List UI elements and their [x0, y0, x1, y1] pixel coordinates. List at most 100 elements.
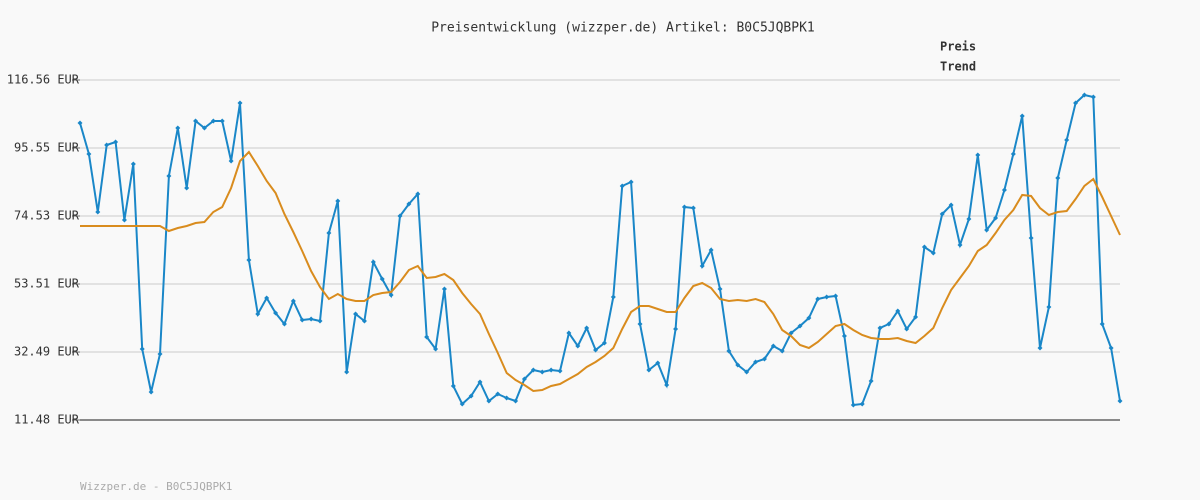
point-marker: [921, 244, 927, 250]
point-marker: [913, 314, 919, 320]
point-marker: [681, 204, 687, 210]
point-marker: [975, 152, 981, 158]
point-marker: [175, 125, 181, 131]
point-marker: [184, 185, 190, 191]
point-marker: [468, 393, 474, 399]
point-marker: [335, 198, 341, 204]
point-marker: [361, 318, 367, 324]
point-marker: [264, 295, 270, 301]
point-marker: [539, 369, 545, 375]
point-marker: [993, 215, 999, 221]
point-marker: [575, 343, 581, 349]
point-marker: [1046, 304, 1052, 310]
point-marker: [441, 286, 447, 292]
point-marker: [699, 263, 705, 269]
point-marker: [859, 401, 865, 407]
point-marker: [593, 347, 599, 353]
point-marker: [646, 367, 652, 373]
point-marker: [459, 401, 465, 407]
point-marker: [948, 202, 954, 208]
point-marker: [806, 315, 812, 321]
point-marker: [1001, 187, 1007, 193]
point-marker: [939, 211, 945, 217]
point-marker: [406, 201, 412, 207]
point-marker: [850, 402, 856, 408]
point-marker: [353, 311, 359, 317]
legend-entry: Preis: [940, 40, 976, 54]
point-marker: [815, 296, 821, 302]
point-marker: [237, 100, 243, 106]
footer: Wizzper.de - B0C5JQBPK1: [80, 480, 232, 493]
point-marker: [753, 359, 759, 365]
point-marker: [450, 383, 456, 389]
point-marker: [219, 118, 225, 124]
point-marker: [299, 317, 305, 323]
point-marker: [584, 325, 590, 331]
y-tick-label: 32.49 EUR: [14, 345, 80, 359]
point-marker: [1019, 113, 1025, 119]
point-marker: [726, 348, 732, 354]
point-marker: [833, 293, 839, 299]
point-marker: [886, 321, 892, 327]
point-marker: [317, 318, 323, 324]
point-marker: [104, 142, 110, 148]
point-marker: [86, 151, 92, 157]
point-marker: [157, 351, 163, 357]
point-marker: [1117, 398, 1123, 404]
point-marker: [290, 298, 296, 304]
point-marker: [761, 356, 767, 362]
point-marker: [530, 367, 536, 373]
point-marker: [717, 286, 723, 292]
point-marker: [370, 259, 376, 265]
point-marker: [708, 247, 714, 253]
point-marker: [735, 362, 741, 368]
point-marker: [1090, 94, 1096, 100]
point-marker: [246, 257, 252, 263]
point-marker: [548, 367, 554, 373]
point-marker: [966, 216, 972, 222]
point-marker: [673, 326, 679, 332]
point-marker: [388, 292, 394, 298]
point-marker: [139, 346, 145, 352]
point-marker: [904, 326, 910, 332]
y-tick-label: 74.53 EUR: [14, 208, 80, 222]
point-marker: [619, 183, 625, 189]
point-marker: [868, 378, 874, 384]
point-marker: [557, 368, 563, 374]
point-marker: [513, 398, 519, 404]
point-marker: [1055, 175, 1061, 181]
chart-title: Preisentwicklung (wizzper.de) Artikel: B…: [431, 21, 815, 36]
point-marker: [957, 242, 963, 248]
point-marker: [984, 227, 990, 233]
point-marker: [1081, 92, 1087, 98]
point-marker: [77, 120, 83, 126]
point-marker: [1073, 100, 1079, 106]
point-marker: [1028, 235, 1034, 241]
plot: [77, 92, 1123, 408]
point-marker: [95, 209, 101, 215]
point-marker: [824, 294, 830, 300]
point-marker: [415, 191, 421, 197]
point-marker: [930, 250, 936, 256]
point-marker: [841, 333, 847, 339]
point-marker: [1010, 151, 1016, 157]
point-marker: [655, 360, 661, 366]
point-marker: [628, 179, 634, 185]
point-marker: [495, 391, 501, 397]
point-marker: [504, 395, 510, 401]
point-marker: [1037, 345, 1043, 351]
legend-entry: Trend: [940, 60, 976, 74]
point-marker: [201, 125, 207, 131]
point-marker: [770, 343, 776, 349]
point-marker: [326, 230, 332, 236]
point-marker: [521, 376, 527, 382]
y-tick-label: 53.51 EUR: [14, 277, 80, 291]
point-marker: [344, 369, 350, 375]
point-marker: [379, 276, 385, 282]
point-marker: [1099, 321, 1105, 327]
point-marker: [477, 379, 483, 385]
point-marker: [193, 118, 199, 124]
